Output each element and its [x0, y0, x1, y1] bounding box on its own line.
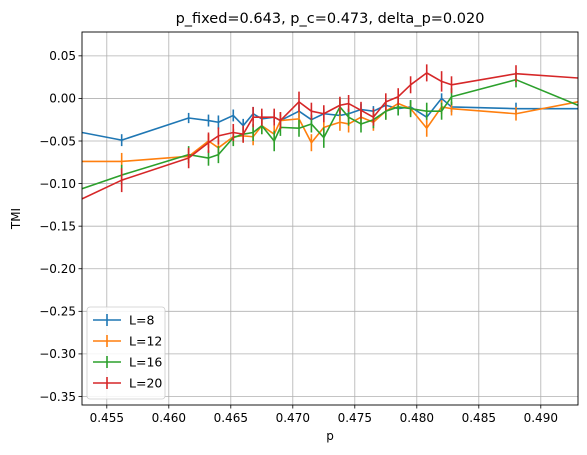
series-line — [82, 101, 578, 163]
y-tick-label: −0.35 — [39, 390, 76, 404]
series-line — [82, 72, 578, 200]
x-tick-label: 0.465 — [214, 411, 248, 425]
legend-box — [86, 306, 166, 400]
y-tick-label: −0.30 — [39, 347, 76, 361]
x-tick-label: 0.470 — [276, 411, 310, 425]
x-tick-label: 0.455 — [90, 411, 124, 425]
y-tick-label: −0.20 — [39, 262, 76, 276]
series-l-20 — [82, 64, 578, 200]
y-tick-label: −0.15 — [39, 219, 76, 233]
x-tick-label: 0.475 — [338, 411, 372, 425]
x-tick-label: 0.480 — [400, 411, 434, 425]
legend: L=8 L=12 L=16 L=20 — [86, 306, 166, 400]
series-line — [82, 78, 578, 190]
chart-title: p_fixed=0.643, p_c=0.473, delta_p=0.020 — [176, 11, 485, 27]
legend-label: L=8 — [129, 313, 154, 328]
y-tick-label: 0.05 — [49, 49, 76, 63]
x-tick-label: 0.460 — [152, 411, 186, 425]
legend-label: L=16 — [129, 355, 162, 370]
legend-label: L=12 — [129, 334, 162, 349]
y-tick-label: −0.25 — [39, 305, 76, 319]
ticks: 0.455 0.460 0.465 0.470 0.475 0.480 0.485 0.490… — [39, 49, 558, 425]
series-line — [82, 97, 578, 141]
series-l-16 — [82, 72, 578, 190]
plot-frame — [81, 31, 579, 406]
grid — [82, 32, 578, 405]
series-layer — [82, 64, 578, 200]
y-tick-label: −0.10 — [39, 177, 76, 191]
legend-label: L=20 — [129, 376, 162, 391]
x-tick-label: 0.490 — [524, 411, 558, 425]
series-l-8 — [82, 93, 578, 147]
x-tick-label: 0.485 — [462, 411, 496, 425]
y-axis-label: TMI — [9, 208, 23, 230]
y-tick-label: 0.00 — [49, 92, 76, 106]
y-tick-label: −0.05 — [39, 134, 76, 148]
x-axis-label: p — [326, 429, 334, 443]
